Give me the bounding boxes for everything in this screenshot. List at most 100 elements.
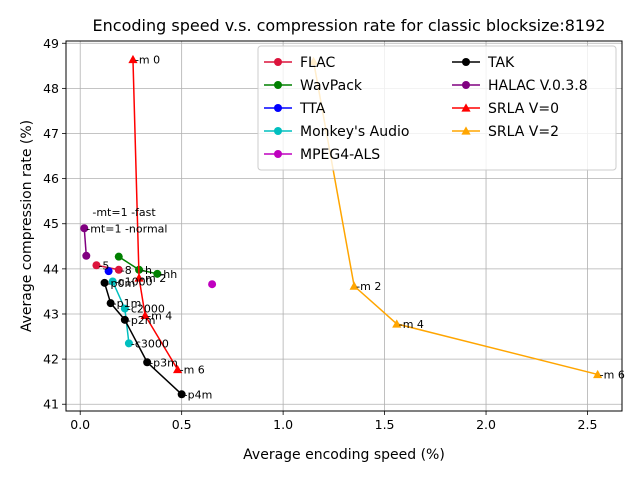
- x-tick-label: 0.0: [70, 417, 90, 432]
- legend-item-mpeg4-als: MPEG4-ALS: [264, 147, 380, 163]
- data-label-tak: -p2m: [127, 314, 156, 327]
- annotations: -5 -8 -h -hh -c1000 -c2000 -c3000 -p0m -p1m -p2m -…: [86, 54, 625, 402]
- legend-label: SRLA V=0: [488, 101, 559, 117]
- data-label-srla-v-2: -m 6: [600, 368, 625, 381]
- x-tick-label: 2.5: [578, 417, 598, 432]
- legend-item-srla-v-0: SRLA V=0: [452, 101, 559, 117]
- x-tick-label: 1.0: [273, 417, 293, 432]
- data-label-srla-v-0: -m 6: [180, 363, 205, 376]
- y-tick-label: 41: [43, 397, 59, 412]
- data-label-monkey-s-audio: -c2000: [127, 303, 165, 316]
- x-tick-label: 0.5: [172, 417, 192, 432]
- y-tick-label: 45: [43, 216, 59, 231]
- y-axis-label: Average compression rate (%): [19, 120, 35, 332]
- series-tak: [100, 278, 186, 399]
- legend-swatch-marker: [274, 81, 282, 89]
- data-point-srla-v-2: [392, 319, 402, 328]
- data-label-tak: -p4m: [184, 388, 213, 401]
- data-point-wavpack: [114, 252, 123, 261]
- series-tta: [104, 267, 113, 276]
- legend-items: FLAC WavPack TTA Monkey's Audio MPEG4-ALS TAK…: [264, 55, 588, 163]
- data-label-halac-v-0-3-8: -mt=1 -normal: [86, 222, 167, 235]
- legend-label: Monkey's Audio: [300, 124, 409, 140]
- y-tick-label: 43: [43, 306, 59, 321]
- y-tick-label: 46: [43, 171, 59, 186]
- legend-label: WavPack: [300, 78, 363, 94]
- chart-title: Encoding speed v.s. compression rate for…: [93, 16, 606, 35]
- legend-label: SRLA V=2: [488, 124, 559, 140]
- series-flac: [92, 261, 123, 274]
- data-point-halac-v-0-3-8: [82, 251, 91, 260]
- legend-swatch-marker: [274, 104, 282, 112]
- series-layer: [80, 54, 603, 399]
- data-label-wavpack: -h: [141, 264, 152, 277]
- legend-item-tta: TTA: [264, 101, 326, 117]
- legend-label: HALAC V.0.3.8: [488, 78, 588, 94]
- data-label-srla-v-0: -m 0: [135, 54, 160, 67]
- legend-item-monkey-s-audio: Monkey's Audio: [264, 124, 409, 140]
- legend-swatch-marker: [274, 58, 282, 66]
- legend-item-srla-v-2: SRLA V=2: [452, 124, 559, 140]
- y-tick-label: 47: [43, 126, 59, 141]
- series-srla-v-0: [128, 54, 183, 374]
- y-tick-label: 44: [43, 261, 59, 276]
- annotation-text: -mt=1 -fast: [92, 206, 156, 219]
- data-label-srla-v-0: -m 2: [141, 272, 166, 285]
- series-mpeg4-als: [208, 280, 217, 289]
- ticks: 0.0 0.5 1.0 1.5 2.0 2.5 41 42 43 44 45 46 47 48 49: [43, 36, 597, 432]
- legend-swatch-marker: [461, 126, 471, 135]
- series-line-srla-v-0: [132, 59, 179, 370]
- data-point-srla-v-2: [349, 281, 359, 290]
- plot-frame: [65, 40, 623, 412]
- data-point-tak: [120, 315, 129, 324]
- legend-swatch-marker: [462, 58, 470, 66]
- data-point-srla-v-0: [134, 273, 144, 282]
- data-label-flac: -5: [98, 259, 109, 272]
- legend-item-tak: TAK: [452, 55, 515, 71]
- legend-swatch-marker: [274, 127, 282, 135]
- legend-item-flac: FLAC: [264, 55, 336, 71]
- data-point-monkey-s-audio: [124, 339, 133, 348]
- data-label-monkey-s-audio: -c1000: [115, 276, 153, 289]
- data-point-monkey-s-audio: [108, 277, 117, 286]
- y-tick-label: 48: [43, 81, 59, 96]
- data-point-srla-v-0: [173, 364, 183, 374]
- legend-swatch-marker: [462, 81, 470, 89]
- legend-item-wavpack: WavPack: [264, 78, 363, 94]
- legend-label: TTA: [299, 101, 326, 117]
- legend-label: TAK: [487, 55, 515, 71]
- legend-label: FLAC: [300, 55, 336, 71]
- data-label-monkey-s-audio: -c3000: [131, 337, 169, 350]
- data-point-tak: [143, 358, 152, 367]
- data-point-wavpack: [153, 269, 162, 278]
- data-point-tta: [104, 267, 113, 276]
- series-line-srla-v-2: [312, 61, 598, 376]
- data-point-flac: [92, 261, 101, 270]
- data-label-flac: -8: [121, 264, 132, 277]
- data-label-srla-v-2: -m 4: [399, 318, 424, 331]
- data-point-monkey-s-audio: [120, 304, 129, 313]
- series-halac-v-0-3-8: [80, 224, 91, 260]
- legend-swatch-marker: [274, 150, 282, 158]
- data-point-srla-v-0: [140, 310, 150, 320]
- x-tick-label: 1.5: [375, 417, 395, 432]
- data-point-srla-v-2: [593, 369, 603, 379]
- data-label-tak: -p3m: [149, 356, 178, 369]
- legend-swatch-marker: [461, 103, 471, 112]
- data-label-tak: -p1m: [113, 297, 142, 310]
- data-point-flac: [114, 265, 123, 274]
- legend-box: [257, 45, 617, 171]
- y-tick-label: 42: [43, 352, 59, 367]
- legend: FLAC WavPack TTA Monkey's Audio MPEG4-ALS TAK…: [257, 45, 617, 171]
- data-point-tak: [100, 278, 109, 287]
- legend-item-halac-v-0-3-8: HALAC V.0.3.8: [452, 78, 588, 94]
- series-monkey-s-audio: [108, 277, 133, 348]
- data-point-halac-v-0-3-8: [80, 224, 89, 233]
- data-label-tak: -p0m: [107, 277, 136, 290]
- data-label-srla-v-2: -m 2: [356, 280, 381, 293]
- series-line-halac-v-0-3-8: [83, 228, 88, 256]
- x-axis-label: Average encoding speed (%): [243, 447, 445, 463]
- x-tick-label: 2.0: [476, 417, 496, 432]
- data-label-wavpack: -hh: [159, 268, 177, 281]
